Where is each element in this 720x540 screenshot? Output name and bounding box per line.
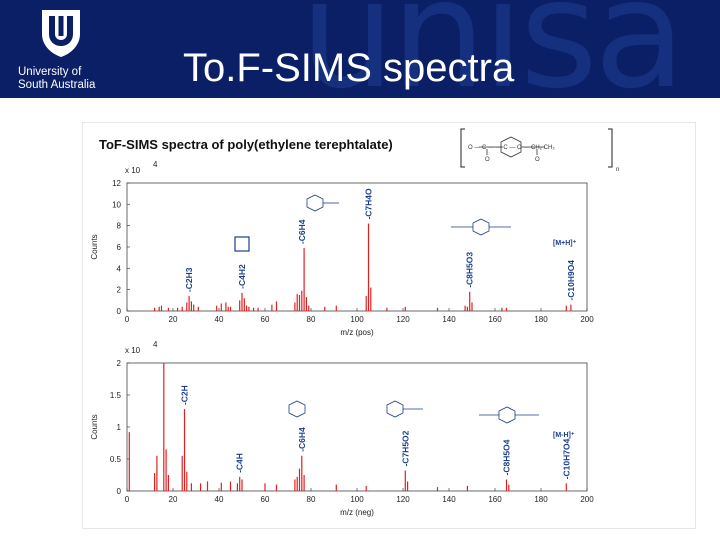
plot-frame-pos	[126, 182, 588, 312]
x-axis-label: m/z (pos)	[340, 328, 374, 337]
y-tick-label: 1.5	[110, 391, 122, 400]
fragment-label: -C4H2	[237, 264, 247, 289]
tof-sims-spectra-svg: ToF-SIMS spectra of poly(ethylene tereph…	[90, 128, 619, 517]
y-tick-label: 2	[117, 359, 122, 368]
plot-frame-neg	[126, 362, 588, 492]
x-tick-label: 40	[215, 315, 224, 324]
y-multiplier-label: x 10	[125, 346, 141, 355]
structure-formula: O — C — — C — O — CH₂ CH₂	[468, 145, 555, 151]
y-tick-label: 6	[117, 243, 122, 252]
fragment-label: -C4H	[235, 453, 245, 473]
x-tick-label: 0	[125, 495, 130, 504]
fragment-label: -C10H9O4	[566, 260, 576, 301]
molecular-ion-label: [M-H]⁺	[553, 432, 575, 439]
x-tick-label: 20	[169, 315, 178, 324]
y-multiplier-label: x 10	[125, 166, 141, 175]
y-tick-label: 0	[117, 307, 122, 316]
x-tick-label: 120	[396, 495, 410, 504]
negative-spectrum-panel: 0 20 40 60 80 100 120 140 160 180 200 0 0.5 1 1.5 2x 10…	[90, 340, 594, 517]
positive-spectrum-panel: 0 20 40 60 80 100 120 140 160 180 200 0 2 4 6 8 10 12 x 10…	[90, 160, 594, 337]
fragment-label: -C8H5O4	[502, 439, 512, 475]
fragment-label: -C7H5O2	[400, 430, 410, 466]
x-tick-label: 100	[350, 315, 364, 324]
y-multiplier-exponent: 4	[153, 160, 158, 169]
fragment-label: -C8H5O3	[465, 252, 475, 288]
pet-repeat-unit-structure: O — C — — C — O — CH₂ CH₂ O O n	[460, 128, 619, 173]
y-axis-label: Counts	[90, 414, 99, 439]
x-tick-label: 60	[261, 315, 270, 324]
y-multiplier-exponent: 4	[153, 340, 158, 349]
fragment-structures-pos	[234, 194, 511, 252]
fragment-label: -C6H4	[297, 219, 307, 244]
x-tick-label: 200	[580, 315, 594, 324]
carbonyl-o-right: O	[535, 157, 540, 163]
fragment-label: -C7H4O	[364, 188, 374, 220]
fragment-label: -C2H3	[184, 267, 194, 292]
y-tick-label: 1	[117, 423, 122, 432]
x-tick-label: 180	[534, 495, 548, 504]
y-tick-label: 10	[112, 200, 121, 209]
unisa-watermark: unisa	[300, 0, 686, 98]
x-tick-label: 200	[580, 495, 594, 504]
x-tick-label: 140	[442, 495, 456, 504]
university-name-line1: University of	[18, 66, 82, 78]
y-tick-label: 8	[117, 222, 122, 231]
molecular-ion-label: [M+H]⁺	[553, 240, 577, 247]
x-tick-label: 80	[307, 315, 316, 324]
x-tick-label: 160	[488, 315, 502, 324]
figure-title: ToF-SIMS spectra of poly(ethylene tereph…	[99, 137, 393, 152]
x-tick-label: 160	[488, 495, 502, 504]
slide-header: unisa University of South Australia To.F…	[0, 0, 720, 98]
y-axis-label: Counts	[90, 234, 99, 259]
fragment-label: -C10H7O4	[561, 438, 571, 479]
slide-title: To.F-SIMS spectra	[183, 46, 515, 90]
fragment-structures-neg	[288, 400, 539, 424]
y-tick-label: 4	[117, 264, 122, 273]
y-tick-label: 2	[117, 286, 122, 295]
x-tick-label: 140	[442, 315, 456, 324]
university-name-line2: South Australia	[18, 79, 96, 91]
fragment-label: -C2H	[180, 385, 190, 405]
repeat-subscript-n: n	[616, 167, 619, 173]
x-tick-label: 180	[534, 315, 548, 324]
x-tick-label: 40	[215, 495, 224, 504]
y-tick-label: 0	[117, 487, 122, 496]
x-tick-label: 80	[307, 495, 316, 504]
unisa-shield-logo-icon	[42, 10, 80, 57]
x-tick-label: 100	[350, 495, 364, 504]
x-tick-label: 20	[169, 495, 178, 504]
x-tick-label: 120	[396, 315, 410, 324]
carbonyl-o-left: O	[485, 157, 490, 163]
y-tick-label: 12	[112, 179, 121, 188]
x-tick-label: 60	[261, 495, 270, 504]
fragment-label: -C6H4	[297, 427, 307, 452]
spectra-figure: ToF-SIMS spectra of poly(ethylene tereph…	[82, 122, 696, 529]
x-axis-label: m/z (neg)	[340, 508, 374, 517]
university-name: University of South Australia	[18, 66, 95, 92]
x-tick-label: 0	[125, 315, 130, 324]
y-tick-label: 0.5	[110, 455, 122, 464]
